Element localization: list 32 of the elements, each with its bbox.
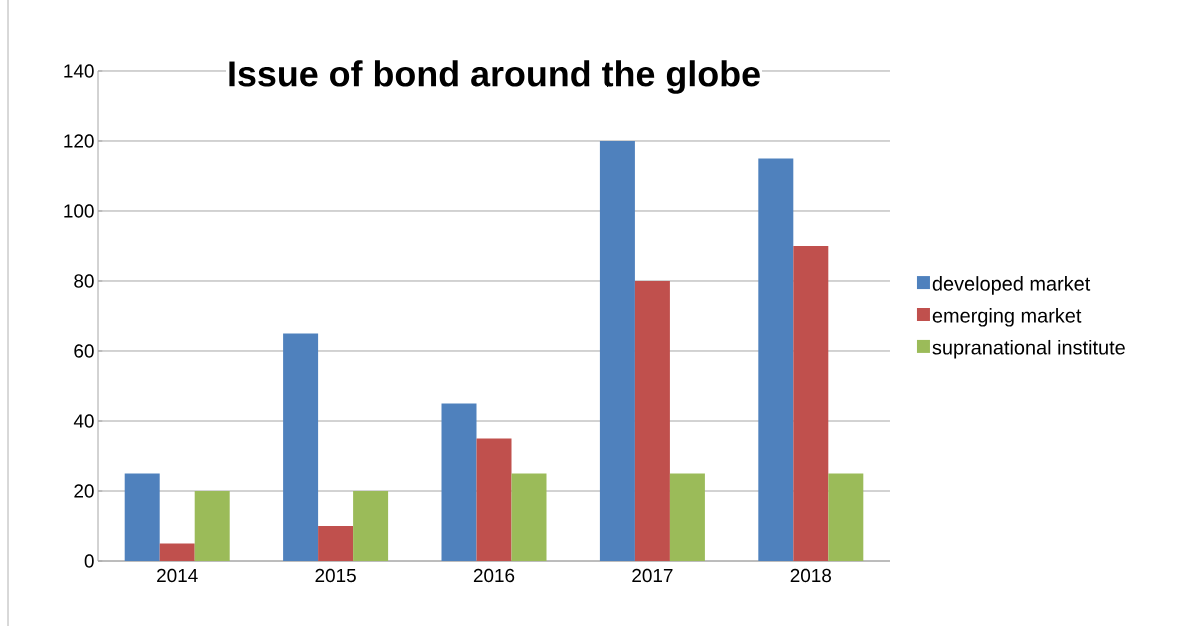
bar	[124, 473, 160, 561]
bar	[599, 141, 635, 561]
bar	[318, 526, 354, 561]
bar	[159, 543, 195, 561]
y-tick-label: 40	[73, 414, 94, 428]
bar	[441, 403, 477, 561]
bar	[353, 491, 389, 561]
legend-label: supranational institute	[932, 339, 1125, 359]
y-tick-label: 120	[64, 134, 94, 148]
legend-label: developed market	[932, 276, 1091, 295]
y-tick-label: 0	[84, 554, 94, 568]
bar	[283, 333, 319, 561]
bar	[476, 438, 512, 561]
bar	[758, 158, 794, 561]
y-tick-label: 20	[74, 484, 94, 498]
y-tick-label: 60	[74, 344, 94, 358]
y-tick-label: 140	[64, 64, 94, 78]
y-tick-label: 100	[64, 204, 94, 218]
bar	[669, 473, 705, 561]
bar	[194, 491, 230, 561]
x-tick-label: 2017	[632, 568, 673, 583]
chart-title: Issue of bond around the globe	[229, 60, 760, 94]
y-tick-label: 80	[74, 274, 94, 288]
legend-label: emerging market	[932, 308, 1082, 327]
x-tick-label: 2015	[315, 568, 356, 583]
x-tick-label: 2016	[473, 568, 515, 583]
bar	[793, 246, 829, 561]
x-tick-label: 2014	[157, 568, 198, 583]
bar	[828, 473, 864, 561]
bar	[511, 473, 547, 561]
bar	[634, 281, 670, 561]
x-tick-label: 2018	[790, 568, 832, 583]
